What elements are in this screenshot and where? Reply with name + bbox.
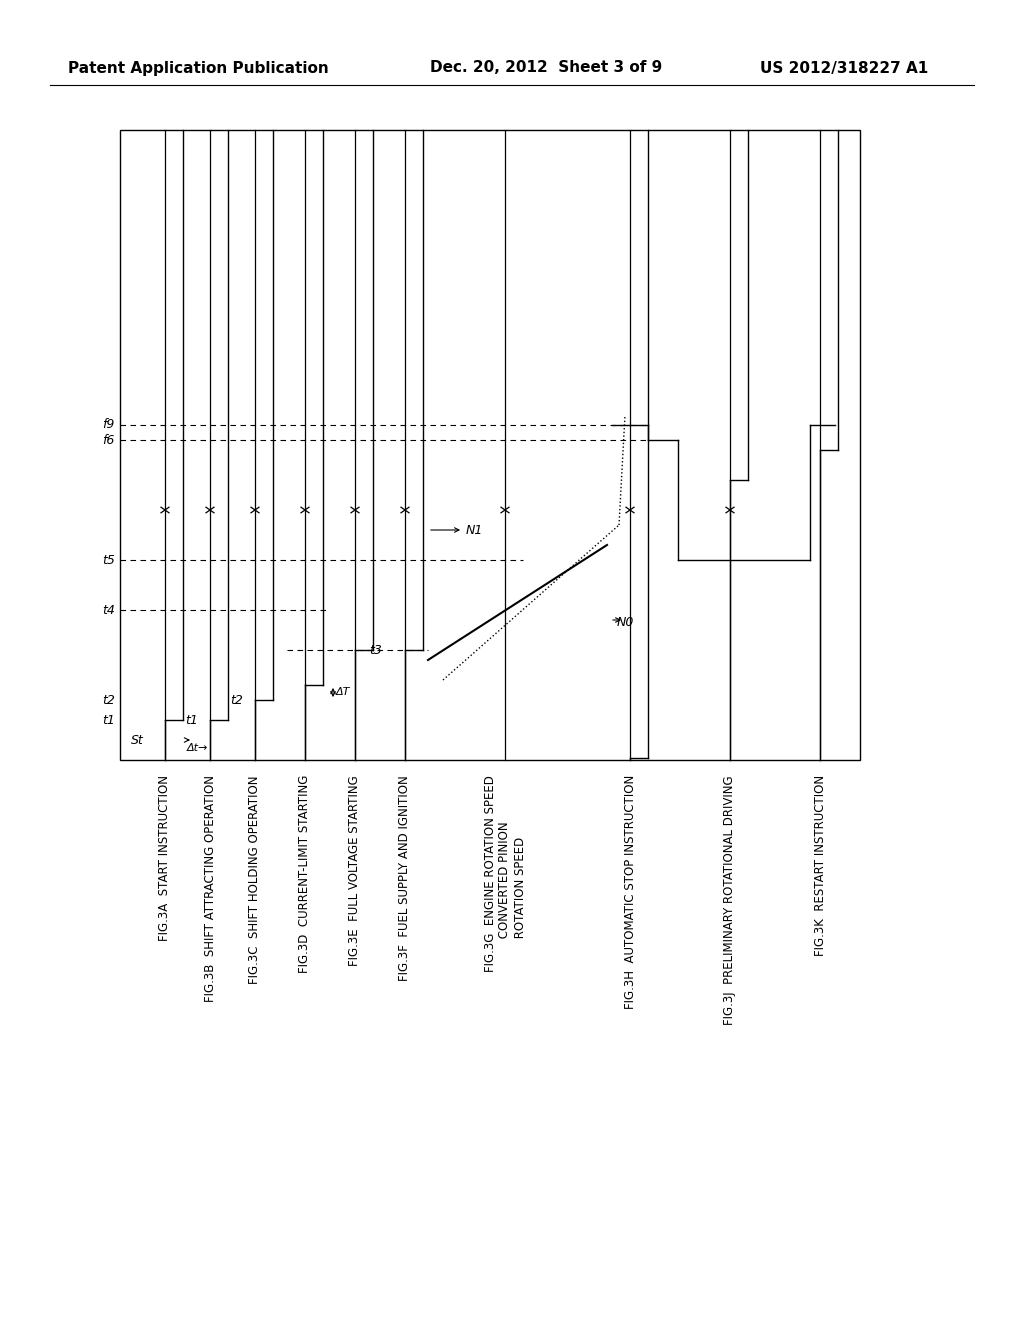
Text: f9: f9 [102,418,115,432]
Text: FIG.3A  START INSTRUCTION: FIG.3A START INSTRUCTION [159,775,171,941]
Text: N0: N0 [617,616,635,630]
Text: FIG.3E  FULL VOLTAGE STARTING: FIG.3E FULL VOLTAGE STARTING [348,775,361,966]
Text: US 2012/318227 A1: US 2012/318227 A1 [760,61,928,75]
Text: St: St [131,734,144,747]
Text: f6: f6 [102,433,115,446]
Text: FIG.3B  SHIFT ATTRACTING OPERATION: FIG.3B SHIFT ATTRACTING OPERATION [204,775,216,1002]
Text: Δt→: Δt→ [187,743,208,752]
Text: FIG.3J  PRELIMINARY ROTATIONAL DRIVING: FIG.3J PRELIMINARY ROTATIONAL DRIVING [724,775,736,1024]
Bar [120,129,860,760]
Text: t2: t2 [230,693,243,706]
Text: Dec. 20, 2012  Sheet 3 of 9: Dec. 20, 2012 Sheet 3 of 9 [430,61,663,75]
Text: t1: t1 [185,714,198,726]
Text: FIG.3K  RESTART INSTRUCTION: FIG.3K RESTART INSTRUCTION [813,775,826,956]
Text: FIG.3D  CURRENT-LIMIT STARTING: FIG.3D CURRENT-LIMIT STARTING [299,775,311,973]
Text: ΔT: ΔT [336,686,350,697]
Text: FIG.3G  ENGINE ROTATION SPEED
         CONVERTED PINION
         ROTATION SPEED: FIG.3G ENGINE ROTATION SPEED CONVERTED P… [483,775,526,972]
Text: t2: t2 [102,693,115,706]
Text: N1: N1 [466,524,483,536]
Text: Patent Application Publication: Patent Application Publication [68,61,329,75]
Text: FIG.3H  AUTOMATIC STOP INSTRUCTION: FIG.3H AUTOMATIC STOP INSTRUCTION [624,775,637,1010]
Text: FIG.3F  FUEL SUPPLY AND IGNITION: FIG.3F FUEL SUPPLY AND IGNITION [398,775,412,981]
Text: t5: t5 [102,553,115,566]
Text: FIG.3C  SHIFT HOLDING OPERATION: FIG.3C SHIFT HOLDING OPERATION [249,775,261,983]
Text: t3: t3 [369,644,382,656]
Text: t4: t4 [102,603,115,616]
Text: t1: t1 [102,714,115,726]
